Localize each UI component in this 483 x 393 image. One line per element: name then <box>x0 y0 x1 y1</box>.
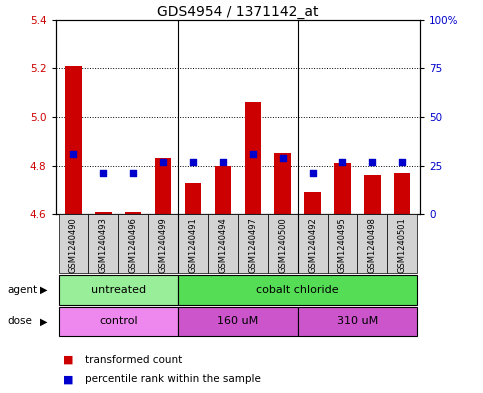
Text: GSM1240496: GSM1240496 <box>129 217 138 273</box>
Bar <box>298 307 417 336</box>
Point <box>249 151 256 157</box>
Bar <box>334 163 351 214</box>
Text: agent: agent <box>7 285 37 295</box>
Bar <box>185 183 201 214</box>
Text: GSM1240495: GSM1240495 <box>338 217 347 273</box>
Bar <box>178 307 298 336</box>
Bar <box>215 165 231 214</box>
Bar <box>58 214 88 273</box>
Bar <box>364 175 381 214</box>
Text: ▶: ▶ <box>40 316 47 326</box>
Bar <box>238 214 268 273</box>
Text: GSM1240500: GSM1240500 <box>278 217 287 273</box>
Text: percentile rank within the sample: percentile rank within the sample <box>85 374 260 384</box>
Text: 160 uM: 160 uM <box>217 316 258 326</box>
Text: ■: ■ <box>63 374 73 384</box>
Bar <box>208 214 238 273</box>
Bar <box>357 214 387 273</box>
Text: transformed count: transformed count <box>85 354 182 365</box>
Bar <box>58 275 178 305</box>
Point <box>398 158 406 165</box>
Text: dose: dose <box>7 316 32 326</box>
Bar <box>244 102 261 214</box>
Bar <box>58 307 178 336</box>
Bar <box>148 214 178 273</box>
Text: GSM1240497: GSM1240497 <box>248 217 257 273</box>
Text: GSM1240499: GSM1240499 <box>158 217 168 273</box>
Point <box>309 170 316 176</box>
Text: ■: ■ <box>63 354 73 365</box>
Point <box>189 158 197 165</box>
Bar <box>304 192 321 214</box>
Point <box>369 158 376 165</box>
Text: GSM1240498: GSM1240498 <box>368 217 377 273</box>
Bar <box>65 66 82 214</box>
Point <box>219 158 227 165</box>
Bar <box>394 173 411 214</box>
Bar <box>268 214 298 273</box>
Text: cobalt chloride: cobalt chloride <box>256 285 339 295</box>
Point <box>99 170 107 176</box>
Text: GSM1240493: GSM1240493 <box>99 217 108 273</box>
Bar <box>178 214 208 273</box>
Text: 310 uM: 310 uM <box>337 316 378 326</box>
Point <box>339 158 346 165</box>
Bar <box>387 214 417 273</box>
Text: untreated: untreated <box>91 285 146 295</box>
Bar <box>118 214 148 273</box>
Point <box>129 170 137 176</box>
Text: GSM1240491: GSM1240491 <box>188 217 198 273</box>
Bar <box>95 212 112 214</box>
Text: GSM1240501: GSM1240501 <box>398 217 407 273</box>
Text: GSM1240494: GSM1240494 <box>218 217 227 273</box>
Text: ▶: ▶ <box>40 285 47 295</box>
Point <box>159 158 167 165</box>
Point <box>279 154 286 161</box>
Title: GDS4954 / 1371142_at: GDS4954 / 1371142_at <box>157 5 319 18</box>
Bar <box>327 214 357 273</box>
Bar <box>178 275 417 305</box>
Bar <box>125 212 142 214</box>
Bar <box>274 153 291 214</box>
Bar <box>298 214 327 273</box>
Bar <box>88 214 118 273</box>
Text: control: control <box>99 316 138 326</box>
Bar <box>155 158 171 214</box>
Text: GSM1240492: GSM1240492 <box>308 217 317 273</box>
Point <box>70 151 77 157</box>
Text: GSM1240490: GSM1240490 <box>69 217 78 273</box>
